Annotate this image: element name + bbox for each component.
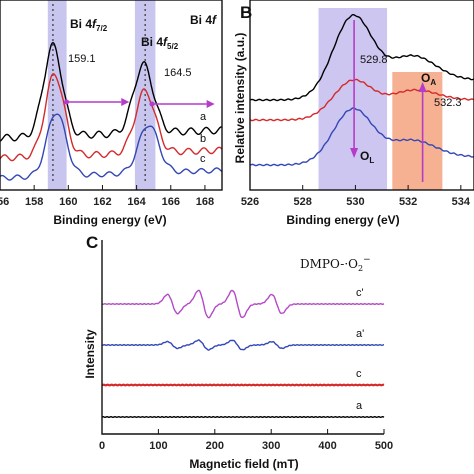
panel-c-xtick-label-3: 300 [262,440,280,452]
panel-a-shift-dot-2 [149,101,155,107]
panel-a-band-1 [47,0,67,190]
panel-c-xlabel: Magnetic field (mT) [189,457,298,471]
panel-b: 526 528 530 532 534 Binding energy (eV) Rela… [233,0,474,227]
panel-a-shift-dot-1 [64,99,70,105]
panel-c: c' a' c a 0 100 200 300 400 500 Magnetic field (… [83,240,393,471]
panel-b-oa-arrowhead [418,82,427,92]
panel-c-series-1 [101,289,385,319]
panel-a-series-a [0,41,222,142]
panel-c-series-label-1: c' [356,287,364,299]
panel-c-series-label-3: c [356,368,362,380]
panel-c-xtick-label-1: 100 [149,440,167,452]
panel-b-series-3 [249,107,474,167]
panel-a: 156 158 160 162 164 166 168 Binding energy (eV… [0,0,223,227]
panel-letter-b: B [240,3,252,22]
panel-a-peak-value-2: 164.5 [164,67,192,79]
panel-b-series-1 [249,14,474,102]
panel-a-frame [0,0,223,191]
panel-b-annotation-529: 529.8 [360,54,388,66]
panel-a-shift-arrowhead-2 [206,100,215,108]
panel-letter-c: C [86,233,98,252]
panel-a-region-label: Bi 4f [190,13,217,27]
panel-c-series-label-2: a' [356,328,364,340]
panel-c-series-label-4: a [356,400,363,412]
panel-b-frame [249,0,474,191]
panel-b-band-2 [392,72,443,190]
panel-a-xtick-label-0: 156 [0,196,9,208]
panel-b-ol-arrowhead [350,148,359,158]
panel-b-annotation-532: 532.3 [434,97,462,109]
panel-c-ylabel: Intensity [83,329,97,379]
panel-a-xtick-label-1: 158 [25,196,43,208]
panel-b-ylabel: Relative intensity (a.u.) [233,33,247,164]
panel-a-xtick-label-3: 162 [93,196,111,208]
panel-c-xtick-label-0: 0 [99,440,105,452]
panel-a-series-label-c: c [200,153,206,165]
panel-a-series-c [0,113,223,181]
panel-a-series-label-a: a [200,111,207,123]
panel-a-xtick-label-4: 164 [127,196,146,208]
panel-c-xtick-label-2: 200 [206,440,224,452]
panel-a-series-b [0,73,223,162]
panel-c-xtick-label-4: 400 [318,440,336,452]
panel-b-xtick-label-1: 528 [294,196,312,208]
panel-b-xtick-label-0: 526 [241,196,259,208]
panel-b-xlabel: Binding energy (eV) [286,213,399,227]
panel-c-series-4 [101,415,385,419]
panel-a-shift-arrowhead-1 [121,98,130,106]
panel-b-xtick-label-3: 532 [399,196,417,208]
panel-a-peak-label-1: Bi 4f7/2 [70,17,108,33]
panel-c-title: DMPO-·O2− [300,255,371,273]
panel-a-peak-label-2: Bi 4f5/2 [141,35,179,51]
panel-a-xtick-label-2: 160 [59,196,77,208]
panel-a-xtick-label-6: 168 [196,196,214,208]
panel-c-xtick-label-5: 500 [375,440,393,452]
panel-c-series-2 [102,339,385,351]
panel-b-xtick-label-4: 534 [452,196,471,208]
panel-a-xtick-label-5: 166 [162,196,180,208]
panel-a-peak-value-1: 159.1 [68,53,96,65]
panel-a-xlabel: Binding energy (eV) [53,213,166,227]
panel-a-series-label-b: b [200,133,206,145]
panel-b-band-1 [318,8,388,190]
panel-b-series-2 [249,78,474,122]
panel-b-xtick-label-2: 530 [346,196,364,208]
panel-c-series-3 [101,383,385,387]
